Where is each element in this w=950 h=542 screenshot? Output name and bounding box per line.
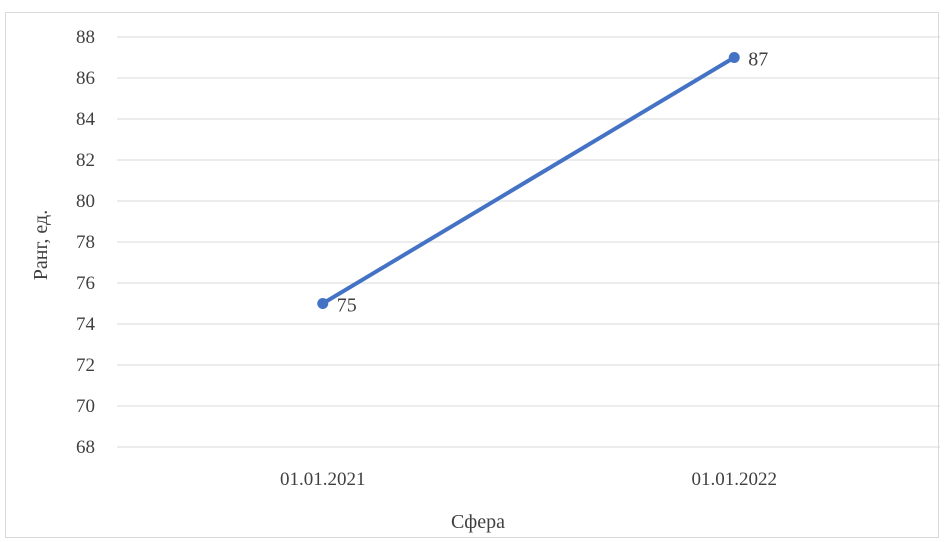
y-tick-label: 84	[76, 109, 96, 130]
y-tick-label: 74	[76, 314, 96, 335]
y-tick-label: 76	[76, 273, 95, 294]
y-tick-label: 78	[76, 232, 95, 253]
data-point	[317, 298, 329, 309]
y-tick-label: 68	[76, 437, 95, 458]
y-tick-label: 86	[76, 68, 95, 89]
data-label: 75	[337, 295, 357, 317]
x-axis-title: Сфера	[451, 511, 505, 533]
y-axis-ticks: 88 86 84 82 80 78 76 74 72 70 68	[76, 27, 96, 458]
gridlines	[117, 36, 940, 448]
data-labels: 75 87	[337, 49, 769, 317]
y-tick-label: 88	[76, 27, 95, 48]
x-tick-label: 01.01.2021	[280, 469, 366, 490]
series-line	[320, 55, 737, 306]
y-tick-label: 70	[76, 396, 95, 417]
chart-frame	[5, 12, 939, 538]
x-axis-ticks: 01.01.2021 01.01.2022	[280, 469, 777, 490]
y-tick-label: 72	[76, 355, 95, 376]
series-group	[317, 52, 740, 309]
data-point	[728, 52, 740, 63]
y-tick-label: 80	[76, 191, 95, 212]
data-label: 87	[748, 49, 768, 71]
y-tick-label: 82	[76, 150, 95, 171]
x-tick-label: 01.01.2022	[692, 469, 778, 490]
y-axis-title: Ранг, ед.	[30, 210, 52, 280]
